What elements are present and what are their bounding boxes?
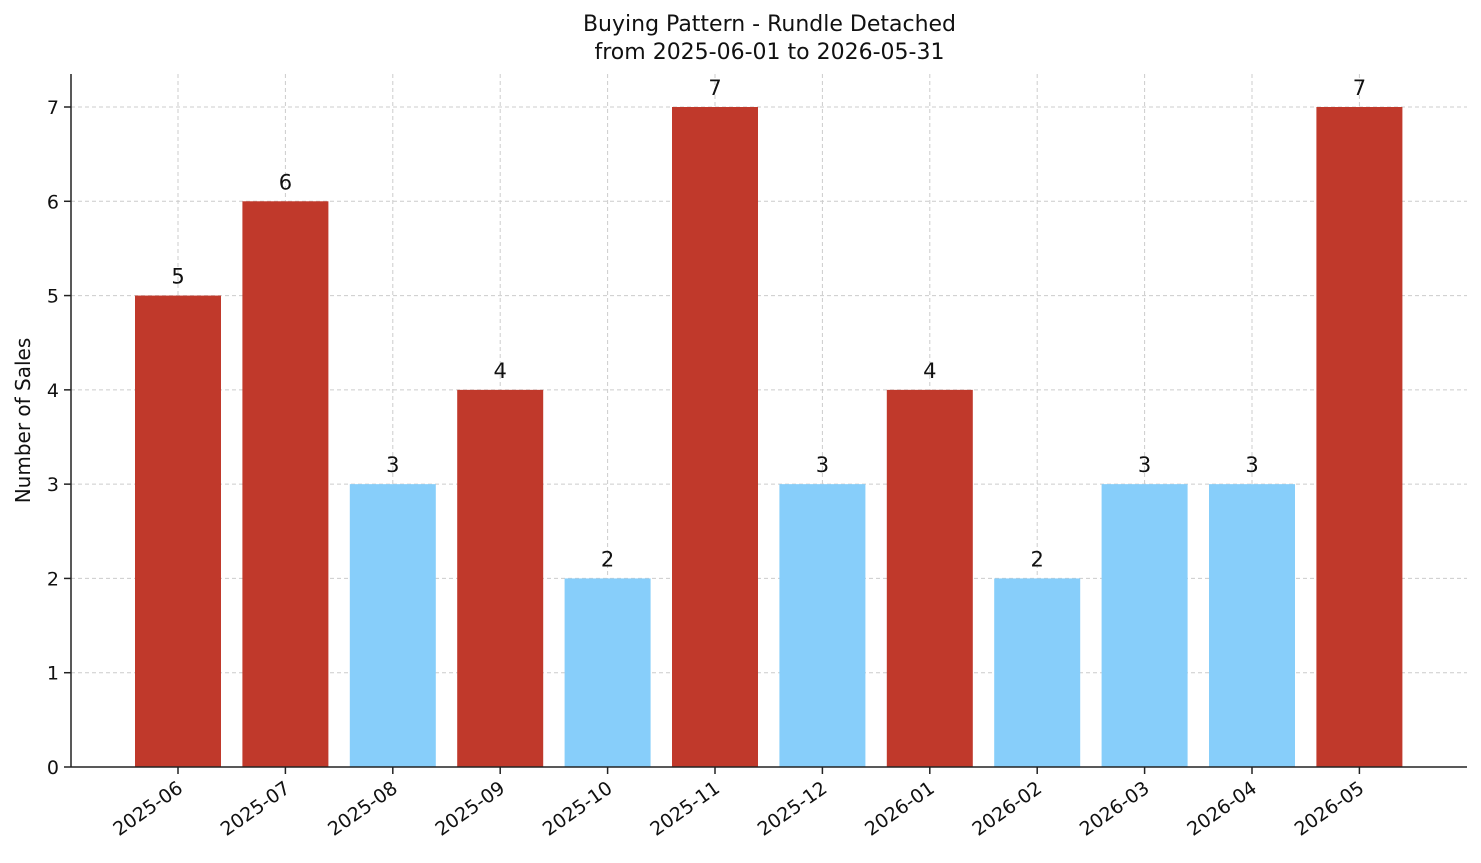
x-tick-label: 2026-03 [1076, 777, 1154, 841]
axes [70, 74, 1467, 768]
x-tick-label: 2026-04 [1183, 777, 1261, 841]
data-label: 3 [816, 453, 829, 477]
data-label: 3 [1138, 453, 1151, 477]
y-tick-label: 3 [47, 474, 59, 496]
data-labels: 5 6 3 4 2 7 3 4 2 3 3 7 [171, 76, 1366, 571]
x-tick-label: 2025-09 [431, 777, 509, 841]
bar-2026-03 [1101, 484, 1188, 767]
chart-title: Buying Pattern - Rundle Detached [582, 12, 957, 37]
x-tick-label: 2025-10 [539, 777, 617, 841]
data-label: 2 [1031, 547, 1044, 571]
bars [135, 107, 1403, 768]
bar-2026-02 [994, 578, 1081, 767]
x-tick-label: 2025-07 [217, 777, 295, 841]
data-label: 4 [494, 359, 507, 383]
data-label: 3 [386, 453, 399, 477]
bar-2026-05 [1316, 107, 1403, 767]
data-label: 2 [601, 547, 614, 571]
bar-2025-11 [672, 107, 758, 767]
x-tick-label: 2026-01 [861, 777, 939, 841]
x-tick-label: 2025-11 [646, 777, 724, 841]
y-tick-label: 2 [47, 568, 59, 590]
bar-2025-06 [135, 295, 221, 767]
data-label: 7 [1353, 76, 1366, 100]
y-axis-label: Number of Sales [11, 338, 35, 504]
bar-2025-07 [242, 201, 329, 768]
data-label: 7 [708, 76, 721, 100]
data-label: 6 [279, 170, 292, 194]
x-tick-label: 2025-06 [109, 777, 187, 841]
y-tick-label: 4 [47, 380, 59, 402]
x-tick-label: 2026-02 [968, 777, 1046, 841]
y-tick-label: 5 [47, 286, 59, 308]
x-tick-label: 2026-05 [1291, 777, 1369, 841]
data-label: 5 [171, 265, 184, 289]
y-tick-label: 1 [47, 663, 59, 685]
bar-2025-09 [457, 389, 544, 767]
y-tick-label: 0 [47, 757, 59, 779]
bar-2026-04 [1209, 484, 1295, 767]
y-tick-label: 6 [47, 191, 59, 213]
bar-2025-10 [564, 578, 651, 767]
data-label: 3 [1245, 453, 1258, 477]
bar-2026-01 [886, 389, 973, 767]
x-tick-label: 2025-08 [324, 777, 402, 841]
x-tick-label: 2025-12 [754, 777, 832, 841]
data-label: 4 [923, 359, 936, 383]
bar-2025-08 [349, 484, 436, 767]
y-tick-label: 7 [47, 97, 59, 119]
bar-2025-12 [779, 484, 866, 767]
chart-subtitle: from 2025-06-01 to 2026-05-31 [594, 40, 945, 65]
